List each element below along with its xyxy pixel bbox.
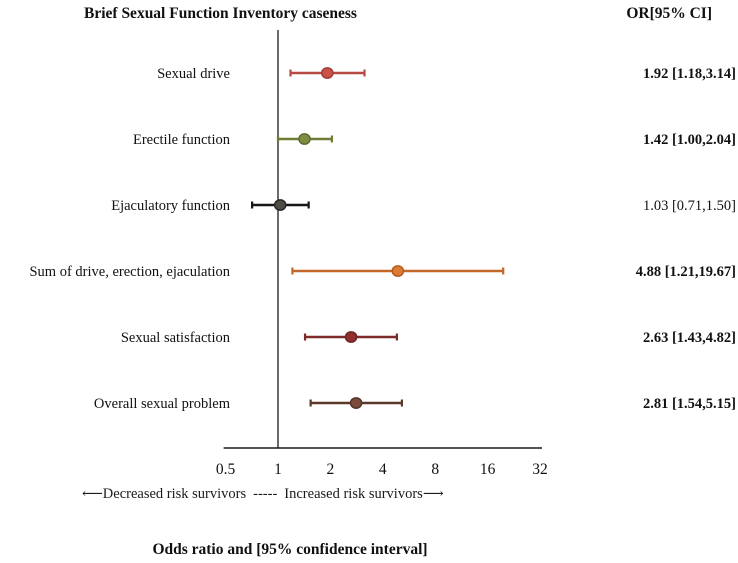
row-label: Sexual drive [157,66,230,82]
or-ci-value: 1.92 [1.18,3.14] [643,66,736,82]
or-marker [273,199,287,211]
risk-direction-caption: ⟵Decreased risk survivors ----- Increased … [82,486,444,503]
chart-title: Brief Sexual Function Inventory caseness [84,5,357,22]
x-tick-label: 2 [327,461,335,478]
increased-risk-label: Increased risk survivors [284,486,423,502]
or-ci-value: 1.03 [0.71,1.50] [643,198,736,214]
decreased-risk-label: Decreased risk survivors [102,486,247,502]
x-tick-label: 0.5 [216,461,236,478]
row-label: Sum of drive, erection, ejaculation [29,264,230,280]
or-marker [391,265,405,277]
x-tick-label: 8 [431,461,439,478]
or-ci-value: 2.81 [1.54,5.15] [643,396,736,412]
x-axis-caption: Odds ratio and [95% confidence interval] [152,541,428,558]
or-marker [344,331,358,343]
x-tick-label: 16 [480,461,496,478]
x-tick-label: 4 [379,461,387,478]
dash-separator: ----- [253,486,278,502]
or-marker [321,67,334,79]
row-label: Erectile function [133,132,231,148]
or-marker [349,397,363,409]
or-ci-value: 2.63 [1.43,4.82] [643,330,736,346]
or-marker [298,133,311,145]
x-tick-label: 32 [532,461,548,478]
row-label: Ejaculatory function [111,198,231,214]
right-arrow-icon: ⟶ [422,486,444,502]
x-tick-label: 1 [274,461,282,478]
left-arrow-icon: ⟵ [82,486,103,502]
or-ci-value: 4.88 [1.21,19.67] [636,264,736,280]
row-label: Sexual satisfaction [121,330,231,346]
or-ci-column-header: OR[95% CI] [626,5,712,22]
or-ci-value: 1.42 [1.00,2.04] [643,132,736,148]
row-label: Overall sexual problem [94,396,231,412]
